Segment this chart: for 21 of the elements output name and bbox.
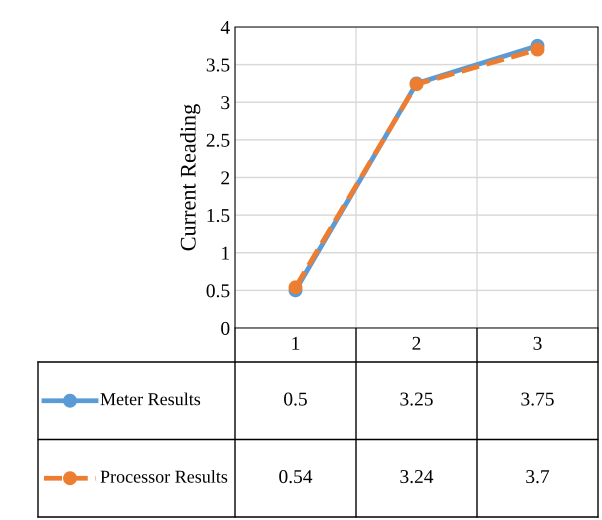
legend-label: Meter Results — [100, 392, 200, 406]
y-tick-label: 3 — [221, 96, 230, 110]
y-tick-label: 1.5 — [208, 209, 230, 222]
y-tick-label: 0 — [221, 322, 230, 335]
data-label: 3.75 — [521, 392, 554, 406]
x-tick-label: 2 — [412, 336, 420, 350]
data-label: 3.7 — [526, 470, 550, 484]
legend-label: Processor Results — [100, 470, 228, 483]
y-tick-label: 2.5 — [206, 134, 230, 147]
data-label: 0.5 — [284, 392, 307, 406]
data-label: 0.54 — [279, 470, 312, 484]
y-tick-label: 4 — [220, 20, 230, 34]
y-tick-label: 1 — [222, 246, 229, 260]
x-tick-label: 3 — [534, 336, 542, 350]
y-tick-label: 0.5 — [206, 284, 230, 298]
data-label: 3.24 — [400, 470, 434, 484]
y-axis-title: Current Reading — [180, 104, 200, 250]
y-tick-label: 2 — [221, 171, 230, 184]
y-tick-label: 3.5 — [206, 58, 230, 72]
x-tick-label: 1 — [292, 336, 300, 350]
data-label: 3.25 — [400, 392, 433, 406]
